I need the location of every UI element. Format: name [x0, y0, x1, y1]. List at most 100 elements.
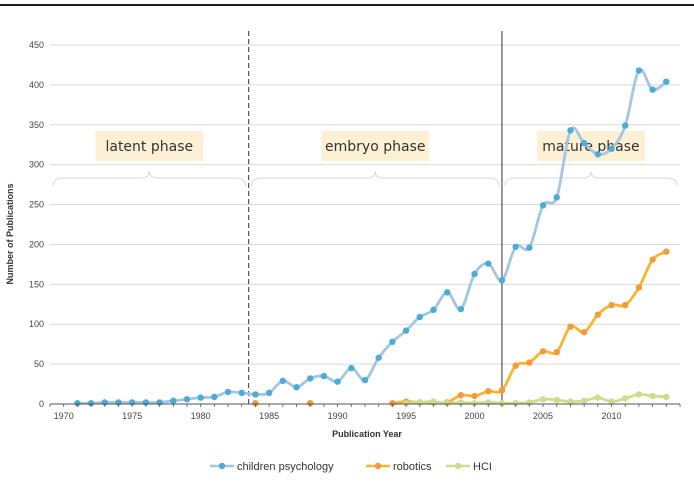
series-2-point-1984: [252, 400, 259, 407]
x-tick-label-1995: 1995: [396, 411, 416, 421]
phase-label-3: mature phase: [542, 139, 639, 155]
series-1-point-1979: [183, 396, 191, 403]
phase-labels: latent phase embryo phase mature phase: [95, 131, 645, 161]
series-1-point-2005: [539, 202, 547, 209]
x-axis-title: Publication Year: [332, 429, 402, 439]
y-tick-label-450: 450: [29, 40, 44, 50]
y-tick-labels: 0 50 100 150 200 250 300 350 400 450: [29, 40, 44, 409]
series-2-point-2005: [539, 348, 547, 355]
series-3-point-2014: [663, 393, 670, 401]
series-3-point-2005: [539, 396, 547, 403]
series-3-point-1998: [443, 400, 451, 407]
series-1-point-2000: [471, 270, 478, 278]
series-2-point-2012: [635, 284, 643, 291]
series-1-point-1980: [197, 394, 204, 401]
phase-label-2: embryo phase: [325, 139, 425, 155]
series-1-point-2009: [594, 151, 602, 158]
series-2-point-2003: [512, 362, 519, 369]
series-2-point-2004: [526, 359, 533, 366]
series-2-point-2006: [553, 348, 560, 356]
series-1-point-1983: [238, 389, 245, 397]
series-1-point-2006: [553, 194, 560, 201]
x-tick-label-2000: 2000: [465, 411, 485, 421]
phase-boundaries: [247, 31, 503, 404]
series-3-point-2008: [580, 397, 588, 405]
x-tick-label-1970: 1970: [54, 411, 74, 421]
series-1-point-1981: [211, 393, 218, 401]
series-1-point-1986: [279, 377, 287, 385]
series-3-point-2009: [594, 394, 602, 401]
legend-label-2: robotics: [393, 461, 432, 473]
series-3-point-2010: [608, 398, 615, 405]
legend: children psychology robotics HCI: [210, 461, 492, 473]
y-tick-label-0: 0: [39, 399, 44, 409]
series-1-point-2008: [580, 139, 588, 147]
series-3-point-2006: [553, 396, 560, 404]
y-tick-label-250: 250: [29, 200, 44, 210]
series-1-point-2014: [663, 78, 670, 85]
series-line-1: [77, 68, 668, 405]
axes: [49, 403, 681, 407]
series-line-2: [392, 250, 668, 405]
series-1-point-1978: [170, 397, 177, 405]
series-1-point-1989: [320, 372, 328, 380]
phase-label-1: latent phase: [105, 139, 193, 155]
legend-label-3: HCI: [473, 461, 492, 473]
legend-marker-2: [374, 462, 382, 470]
series-1-point-1982: [224, 388, 232, 396]
series-points: [74, 67, 670, 407]
x-tick-label-1985: 1985: [259, 411, 279, 421]
series-1-point-1988: [307, 375, 314, 382]
series-3-point-2003: [512, 400, 519, 407]
series-1-point-1996: [416, 313, 423, 321]
series-3-point-1997: [430, 398, 437, 405]
y-tick-label-50: 50: [34, 359, 44, 369]
series-1-point-1971: [74, 400, 81, 407]
series-1-point-2011: [622, 122, 629, 129]
series-3-point-2002: [498, 400, 506, 407]
series-1-point-1984: [252, 391, 259, 398]
series-2-point-2011: [622, 301, 629, 309]
phase-label-box-1: [95, 131, 204, 161]
series-1-point-1994: [389, 338, 396, 345]
x-tick-labels: 1970 1975 1980 1985 1990 1995 2000 2005 2010: [54, 411, 622, 421]
phase-label-box-2: [321, 131, 430, 161]
series-1-point-2003: [512, 243, 519, 251]
series-1-point-1990: [334, 378, 341, 385]
series-1-point-2012: [635, 67, 643, 74]
series-2-point-2010: [608, 301, 615, 309]
series-3-point-1995: [402, 400, 410, 407]
y-tick-label-200: 200: [29, 239, 44, 249]
x-tick-label-2010: 2010: [602, 411, 622, 421]
series-2-point-1994: [389, 400, 396, 407]
legend-marker-1: [218, 462, 226, 470]
series-2-point-2000: [471, 392, 478, 400]
x-tick-label-1990: 1990: [328, 411, 348, 421]
series-1-point-2013: [649, 86, 656, 93]
x-tick-label-1980: 1980: [191, 411, 211, 421]
series-1-point-1991: [348, 364, 355, 372]
legend-marker-3: [454, 462, 462, 470]
series-1-point-1997: [430, 306, 437, 314]
series-2-point-2008: [580, 329, 588, 336]
series-3-point-2012: [635, 391, 643, 398]
y-tick-label-400: 400: [29, 80, 44, 90]
series-1-point-1985: [265, 389, 273, 397]
series-1-point-1992: [361, 376, 369, 384]
top-border-rule: [0, 4, 694, 6]
series-2-point-2001: [485, 388, 492, 395]
series-1-point-2004: [526, 244, 533, 251]
y-axis-title: Number of Publications: [5, 183, 15, 284]
phase-brackets: [52, 170, 678, 187]
y-tick-label-100: 100: [29, 319, 44, 329]
series-1-point-2002: [498, 277, 506, 284]
series-2-point-2002: [498, 387, 506, 394]
series-3-point-2011: [622, 395, 629, 402]
x-tick-label-2005: 2005: [533, 411, 553, 421]
series-1-point-1972: [87, 400, 95, 407]
series-2-point-2013: [649, 256, 656, 263]
series-3-point-2013: [649, 392, 656, 400]
series-1-point-1993: [375, 354, 382, 361]
y-tick-label-300: 300: [29, 160, 44, 170]
